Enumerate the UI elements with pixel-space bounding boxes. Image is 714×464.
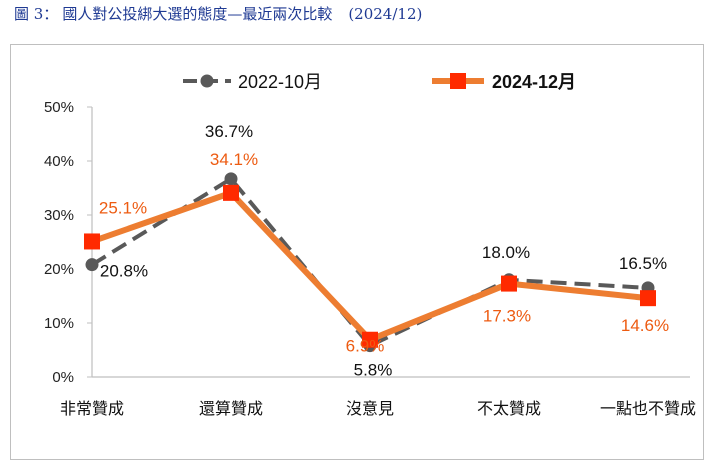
x-tick-label: 非常贊成 [60, 399, 124, 418]
y-tick-label: 50% [44, 99, 74, 116]
chart-legend: 2022-10月 2024-12月 [183, 72, 576, 92]
chart-frame [10, 44, 704, 460]
data-label-2024: 17.3% [483, 307, 531, 326]
series-marker-2024 [640, 290, 656, 307]
x-tick-label: 沒意見 [346, 399, 394, 418]
data-label-2024: 14.6% [621, 316, 669, 335]
y-tick-label: 40% [44, 153, 74, 170]
figure-date: (2024/12) [348, 5, 423, 23]
series-marker-2024 [84, 233, 100, 250]
y-tick-label: 0% [52, 369, 74, 386]
data-label-2022: 16.5% [619, 254, 667, 273]
figure-label: 圖 3： [14, 5, 59, 23]
legend-label-2022: 2022-10月 [238, 72, 322, 92]
chart-lines [90, 176, 649, 348]
data-label-2022: 36.7% [205, 122, 253, 141]
x-tick-label: 一點也不贊成 [600, 399, 696, 418]
chart-axes: 0% 10% 20% 30% 40% 50% 非常贊成 還算贊成 沒意見 不太贊成 一點也不贊成 [44, 99, 696, 418]
data-labels: 20.8% 36.7% 5.8% 18.0% 16.5% 25.1% 34.1% 6.9% 17… [99, 122, 669, 380]
series-line-2022 [90, 176, 649, 348]
data-label-2022: 18.0% [482, 243, 530, 262]
data-label-2024: 6.9% [346, 337, 385, 356]
figure-title-text: 國人對公投綁大選的態度—最近兩次比較 [62, 5, 333, 23]
y-tick-label: 20% [44, 261, 74, 278]
series-marker-2022 [85, 258, 99, 272]
legend-marker-2024 [450, 73, 466, 89]
legend-label-2024: 2024-12月 [492, 72, 576, 92]
chart-markers [84, 172, 656, 353]
series-marker-2024 [501, 275, 517, 292]
series-marker-2022 [224, 172, 238, 186]
y-tick-label: 30% [44, 207, 74, 224]
figure-title: 圖 3： 國人對公投綁大選的態度—最近兩次比較 (2024/12) [14, 3, 422, 24]
data-label-2024: 34.1% [210, 150, 258, 169]
data-label-2024: 25.1% [99, 198, 147, 217]
y-tick-label: 10% [44, 315, 74, 332]
x-tick-label: 不太贊成 [477, 399, 541, 418]
series-line-2024 [91, 189, 649, 343]
data-label-2022: 20.8% [100, 262, 148, 281]
data-label-2022: 5.8% [354, 361, 393, 380]
legend-marker-2022 [200, 74, 214, 88]
x-tick-label: 還算贊成 [199, 399, 263, 418]
series-marker-2024 [223, 184, 239, 201]
series-marker-2024 [362, 331, 378, 348]
